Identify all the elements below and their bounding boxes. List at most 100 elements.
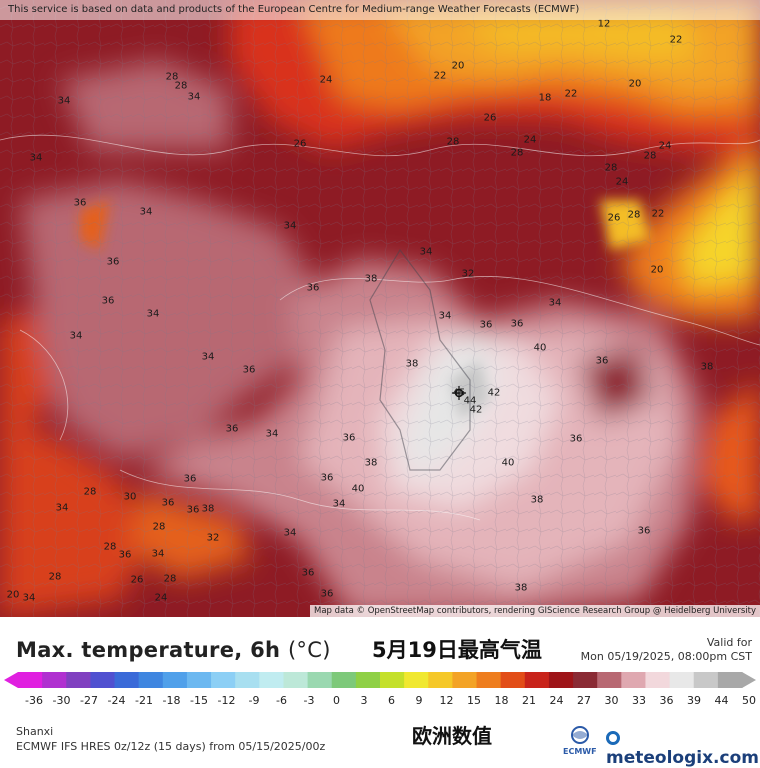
isotherm-label: 34 xyxy=(55,502,69,514)
color-scale-tick-label: -18 xyxy=(162,694,181,707)
location-marker xyxy=(452,386,466,400)
title-text: Max. temperature, 6h xyxy=(16,638,281,662)
color-scale-segment xyxy=(138,672,164,688)
temperature-map: 12 22 20 22 18 22 20 24 26 24 24 28 34 28 34 28 34 26 24 28… xyxy=(0,0,760,617)
valid-label: Valid for xyxy=(706,636,752,649)
isotherm-label: 34 xyxy=(187,91,201,103)
chinese-footer: 欧洲数值 xyxy=(412,724,492,748)
meteologix-mark-icon xyxy=(606,731,620,745)
isotherm-label: 40 xyxy=(533,342,547,354)
isotherm-label: 20 xyxy=(451,60,465,72)
chart-title: Max. temperature, 6h (°C) xyxy=(16,638,331,662)
isotherm-label: 38 xyxy=(364,273,378,285)
isotherm-label: 36 xyxy=(106,256,120,268)
color-scale-segment xyxy=(621,672,646,688)
color-scale-tick-label: -24 xyxy=(107,694,126,707)
color-scale-segment xyxy=(307,672,333,688)
isotherm-label: 26 xyxy=(607,212,621,224)
color-scale-tick-label: -27 xyxy=(80,694,98,707)
color-scale-right-arrow xyxy=(742,672,756,688)
isotherm-label: 28 xyxy=(446,136,460,148)
isotherm-label: 34 xyxy=(265,428,279,440)
isotherm-label: 36 xyxy=(242,364,256,376)
isotherm-label: 34 xyxy=(139,206,153,218)
isotherm-label: 34 xyxy=(438,310,452,322)
isotherm-label: 36 xyxy=(479,319,493,331)
color-scale-segment xyxy=(500,672,526,688)
isotherm-label: 28 xyxy=(163,573,177,585)
color-scale-segment xyxy=(597,672,622,688)
isotherm-label: 36 xyxy=(342,432,356,444)
meteologix-logo-text: meteologix.com xyxy=(606,748,759,768)
color-scale-tick-label: 30 xyxy=(604,694,619,707)
ecmwf-logo-icon xyxy=(571,726,589,744)
isotherm-label: 28 xyxy=(604,162,618,174)
isotherm-label: 24 xyxy=(615,176,629,188)
isotherm-label: 34 xyxy=(419,246,433,258)
isotherm-label: 38 xyxy=(530,494,544,506)
isotherm-label: 36 xyxy=(306,282,320,294)
color-scale-tick-label: 33 xyxy=(632,694,646,707)
isotherm-label: 36 xyxy=(510,318,524,330)
isotherm-label: 26 xyxy=(483,112,497,124)
isotherm-label: 34 xyxy=(22,592,36,604)
color-scale-tick-label: -15 xyxy=(190,694,208,707)
isotherm-label: 20 xyxy=(6,589,20,601)
color-scale-segment xyxy=(42,672,67,688)
isotherm-label: 22 xyxy=(669,34,683,46)
isotherm-label: 12 xyxy=(597,18,611,30)
isotherm-label: 36 xyxy=(101,295,115,307)
isotherm-label: 36 xyxy=(225,423,239,435)
isotherm-label: 38 xyxy=(700,361,714,373)
color-scale-tick-label: -3 xyxy=(303,694,315,707)
isotherm-label: 44 xyxy=(463,395,477,407)
isotherm-label: 28 xyxy=(103,541,117,553)
color-scale-segment xyxy=(573,672,598,688)
color-scale-segment xyxy=(476,672,502,688)
valid-time-block: Valid for Mon 05/19/2025, 08:00pm CST xyxy=(581,636,752,664)
temperature-field xyxy=(0,0,760,617)
region-name: Shanxi xyxy=(16,725,54,738)
color-scale-segment xyxy=(162,672,188,688)
isotherm-label: 34 xyxy=(151,548,165,560)
isotherm-label: 28 xyxy=(643,150,657,162)
isotherm-label: 42 xyxy=(469,404,483,416)
meteologix-logo[interactable]: meteologix.com xyxy=(606,728,760,768)
isotherm-label: 32 xyxy=(206,532,220,544)
isotherm-label: 36 xyxy=(595,355,609,367)
color-scale-tick-label: 9 xyxy=(415,694,423,707)
isotherm-label: 42 xyxy=(487,387,501,399)
color-scale-segment xyxy=(428,672,453,688)
isotherm-label: 36 xyxy=(73,197,87,209)
isotherm-label: 22 xyxy=(564,88,578,100)
isotherm-label: 36 xyxy=(183,473,197,485)
ecmwf-notice: This service is based on data and produc… xyxy=(8,4,580,15)
isotherm-label: 38 xyxy=(364,457,378,469)
isotherm-label: 38 xyxy=(405,358,419,370)
color-scale-segment xyxy=(548,672,574,688)
color-scale-segment xyxy=(90,672,116,688)
color-scale-tick-label: -9 xyxy=(248,694,260,707)
color-scale-tick-label: 21 xyxy=(522,694,536,707)
isotherm-label: 18 xyxy=(538,92,552,104)
isotherm-label: 34 xyxy=(283,220,297,232)
color-scale-tick-label: -21 xyxy=(135,694,153,707)
color-scale-segment xyxy=(259,672,284,688)
isotherm-label: 34 xyxy=(283,527,297,539)
color-scale-tick-label: 6 xyxy=(388,694,395,707)
isotherm-label: 30 xyxy=(123,491,137,503)
isotherm-label: 45 xyxy=(452,387,466,399)
isotherm-label: 22 xyxy=(433,70,447,82)
province-outline xyxy=(369,248,471,471)
isotherm-label: 28 xyxy=(510,147,524,159)
color-scale-tick-label: 24 xyxy=(549,694,564,707)
isotherm-label: 20 xyxy=(628,78,642,90)
color-scale-segment xyxy=(235,672,260,688)
isotherm-label: 34 xyxy=(548,297,562,309)
color-scale-segment xyxy=(645,672,671,688)
model-info: ECMWF IFS HRES 0z/12z (15 days) from 05/… xyxy=(16,740,326,753)
color-scale-segment xyxy=(66,672,91,688)
map-attribution[interactable]: Map data © OpenStreetMap contributors, r… xyxy=(310,605,760,617)
color-scale-tick-label: -30 xyxy=(52,694,71,707)
color-scale-segment xyxy=(355,672,381,688)
